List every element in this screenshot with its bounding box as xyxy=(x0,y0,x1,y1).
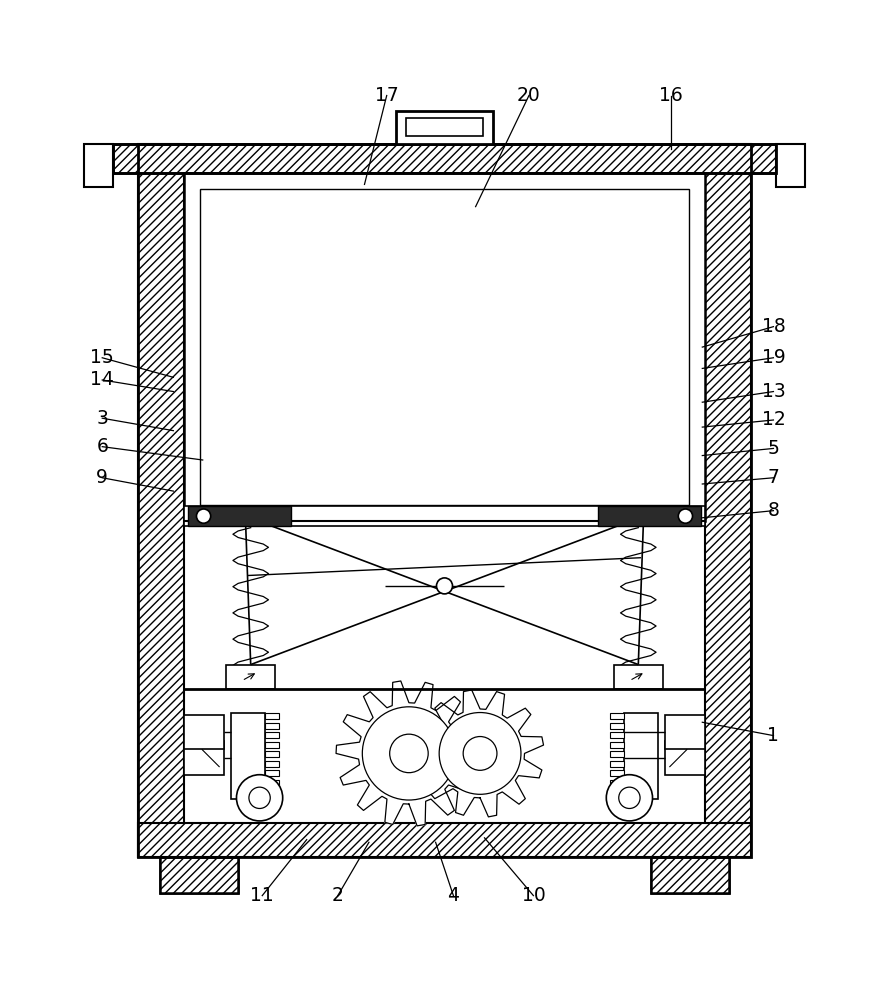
Text: 2: 2 xyxy=(332,886,344,905)
Text: 1: 1 xyxy=(767,726,780,745)
Text: 3: 3 xyxy=(96,409,108,428)
Circle shape xyxy=(619,787,640,808)
Bar xyxy=(610,732,624,738)
Bar xyxy=(265,751,279,757)
Bar xyxy=(184,715,224,749)
Text: 16: 16 xyxy=(660,86,683,105)
Bar xyxy=(610,713,624,719)
Text: 5: 5 xyxy=(767,439,780,458)
Bar xyxy=(184,173,705,521)
Polygon shape xyxy=(417,690,543,817)
Text: 18: 18 xyxy=(762,317,785,336)
Bar xyxy=(226,665,276,689)
Bar xyxy=(265,770,279,776)
Bar xyxy=(113,144,776,173)
Bar xyxy=(610,723,624,729)
Polygon shape xyxy=(336,681,482,826)
Bar xyxy=(651,857,729,893)
Bar xyxy=(610,751,624,757)
Bar xyxy=(406,118,483,136)
Text: 8: 8 xyxy=(767,501,780,520)
Text: 15: 15 xyxy=(91,348,114,367)
Text: 9: 9 xyxy=(96,468,108,487)
Circle shape xyxy=(249,787,270,808)
Bar xyxy=(610,742,624,748)
Bar xyxy=(265,713,279,719)
Bar xyxy=(184,506,705,526)
Bar xyxy=(160,857,238,893)
Text: 6: 6 xyxy=(96,437,108,456)
Bar xyxy=(651,857,729,893)
Bar xyxy=(200,189,689,505)
Bar xyxy=(598,506,701,526)
Bar xyxy=(624,713,658,799)
Bar xyxy=(231,713,265,799)
Text: 7: 7 xyxy=(767,468,780,487)
Circle shape xyxy=(236,775,283,821)
Text: 20: 20 xyxy=(517,86,541,105)
Bar xyxy=(265,742,279,748)
Circle shape xyxy=(463,737,497,770)
Bar xyxy=(665,741,705,775)
Bar xyxy=(776,144,805,187)
Bar xyxy=(396,111,493,144)
Bar xyxy=(610,770,624,776)
Bar xyxy=(665,715,705,749)
Bar xyxy=(265,732,279,738)
Text: 10: 10 xyxy=(522,886,545,905)
Circle shape xyxy=(363,707,455,800)
Text: 12: 12 xyxy=(762,410,785,429)
Bar xyxy=(138,144,751,857)
Circle shape xyxy=(678,509,693,523)
Bar xyxy=(265,789,279,795)
Circle shape xyxy=(436,578,453,594)
Bar xyxy=(138,823,751,857)
Circle shape xyxy=(606,775,653,821)
Circle shape xyxy=(196,509,211,523)
Bar xyxy=(610,780,624,786)
Bar xyxy=(138,144,184,857)
Bar xyxy=(265,780,279,786)
Circle shape xyxy=(389,734,428,773)
Text: 14: 14 xyxy=(91,370,114,389)
Text: 13: 13 xyxy=(762,382,785,401)
Bar xyxy=(188,506,291,526)
Text: 19: 19 xyxy=(762,348,785,367)
Text: 4: 4 xyxy=(447,886,460,905)
Bar xyxy=(184,741,224,775)
Text: 17: 17 xyxy=(375,86,398,105)
Bar xyxy=(160,857,238,893)
Text: 11: 11 xyxy=(251,886,274,905)
Bar xyxy=(614,665,663,689)
Circle shape xyxy=(439,713,521,794)
Bar xyxy=(610,789,624,795)
Bar xyxy=(265,723,279,729)
Bar xyxy=(84,144,113,187)
Bar xyxy=(113,144,776,173)
Bar xyxy=(705,144,751,857)
Bar xyxy=(610,761,624,767)
Bar xyxy=(265,761,279,767)
